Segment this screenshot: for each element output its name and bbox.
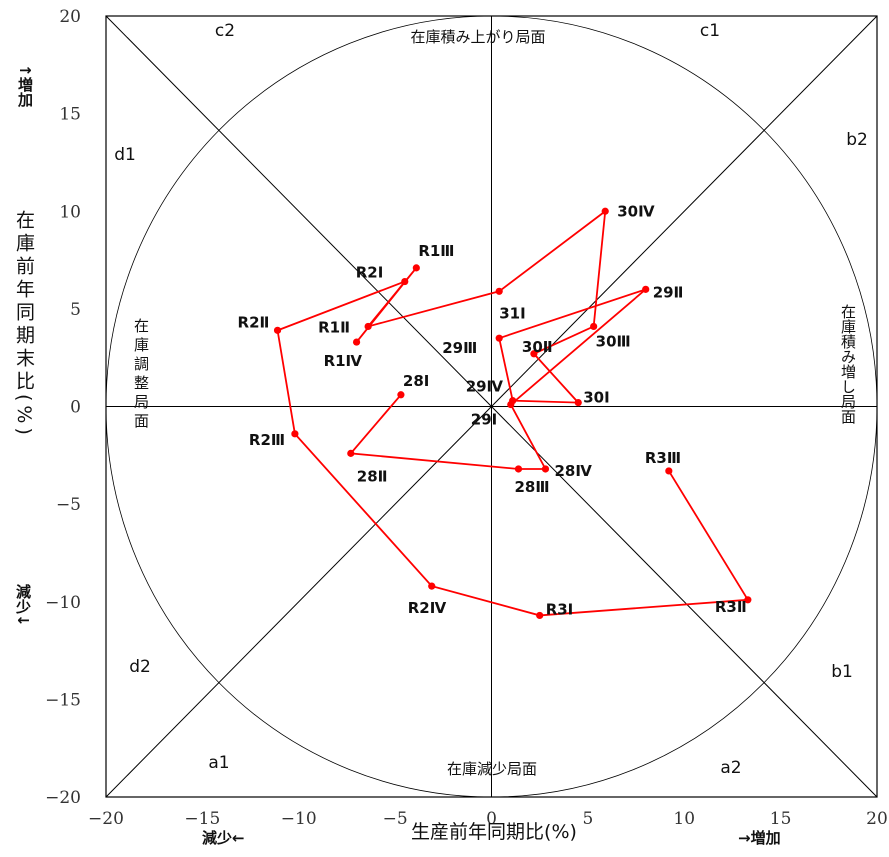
point-label: R1Ⅳ bbox=[324, 352, 363, 370]
y-tick-label: 0 bbox=[70, 398, 81, 418]
data-point bbox=[273, 326, 282, 334]
point-label: 29Ⅲ bbox=[442, 339, 477, 357]
data-point bbox=[574, 398, 582, 407]
point-label: 28Ⅳ bbox=[554, 462, 592, 480]
x-direction-right: →増加 bbox=[738, 829, 781, 847]
phase-label-top: 在庫積み上がり局面 bbox=[410, 28, 545, 46]
data-point bbox=[428, 582, 436, 590]
x-tick-label: −5 bbox=[383, 809, 408, 829]
tick-labels: −20 −15 −10 −5 0 5 10 15 20 20 15 10 5 0 −5 −10 −15 −20 bbox=[45, 7, 888, 829]
y-tick-label: −5 bbox=[56, 495, 81, 515]
data-point bbox=[744, 596, 752, 604]
zone-label-b2: b2 bbox=[846, 130, 868, 150]
x-tick-label: −10 bbox=[281, 809, 317, 829]
point-label: 29Ⅱ bbox=[653, 283, 684, 301]
phase-label-right: 在庫積み増し局面 bbox=[839, 304, 857, 424]
y-tick-label: −10 bbox=[45, 593, 81, 613]
y-tick-label: −20 bbox=[45, 788, 81, 808]
data-point bbox=[291, 430, 299, 438]
data-point bbox=[590, 322, 598, 331]
x-direction-left: 減少← bbox=[202, 829, 245, 847]
x-tick-label: 15 bbox=[770, 809, 792, 829]
zone-label-c1: c1 bbox=[700, 21, 720, 41]
point-label: 28Ⅰ bbox=[403, 372, 429, 390]
reference-circle bbox=[105, 15, 878, 798]
point-label: R2Ⅲ bbox=[249, 431, 285, 449]
zone-label-a2: a2 bbox=[720, 758, 741, 778]
point-label: 29Ⅰ bbox=[471, 411, 497, 429]
y-direction-down: 減少↓ bbox=[14, 584, 32, 627]
zone-label-d1: d1 bbox=[114, 145, 136, 165]
point-label: 31Ⅰ bbox=[499, 304, 525, 322]
data-point bbox=[509, 397, 517, 405]
x-tick-label: 0 bbox=[486, 809, 497, 829]
guide-lines bbox=[105, 15, 878, 798]
y-tick-label: −15 bbox=[45, 690, 81, 710]
point-label: R2Ⅳ bbox=[408, 599, 447, 617]
point-labels: 28Ⅰ 28Ⅱ 28Ⅲ 28Ⅳ 29Ⅰ 29Ⅱ 29Ⅲ 29Ⅳ 30Ⅰ 30Ⅱ 30Ⅲ 30Ⅳ 31Ⅰ R… bbox=[238, 202, 747, 618]
y-axis-title: 在庫前年同期末比(%) bbox=[13, 210, 35, 439]
x-tick-label: 20 bbox=[866, 809, 888, 829]
data-point bbox=[401, 277, 409, 286]
y-tick-label: 10 bbox=[59, 202, 81, 222]
series-path bbox=[276, 209, 750, 617]
data-point bbox=[347, 449, 355, 457]
point-label: R3Ⅲ bbox=[645, 449, 681, 467]
y-tick-label: 20 bbox=[59, 7, 81, 27]
data-points bbox=[273, 207, 752, 620]
point-label: R2Ⅰ bbox=[356, 264, 384, 282]
data-point bbox=[364, 322, 372, 331]
x-tick-label: 10 bbox=[673, 809, 695, 829]
data-point bbox=[601, 207, 609, 215]
data-point bbox=[397, 391, 405, 399]
x-tick-label: −15 bbox=[184, 809, 220, 829]
x-tick-label: 5 bbox=[582, 809, 593, 829]
point-label: 28Ⅱ bbox=[357, 467, 388, 485]
diagonal-line-ascending bbox=[105, 15, 878, 798]
data-point bbox=[495, 287, 503, 295]
data-point bbox=[642, 285, 650, 293]
zone-label-d2: d2 bbox=[129, 657, 151, 677]
data-point bbox=[495, 334, 503, 342]
point-label: 30Ⅲ bbox=[596, 332, 631, 350]
x-axis-title: 生産前年同期比(%) bbox=[411, 821, 577, 843]
data-point bbox=[665, 467, 673, 475]
zone-label-b1: b1 bbox=[831, 662, 853, 682]
point-label: R3Ⅱ bbox=[715, 598, 747, 616]
y-tick-label: 5 bbox=[70, 300, 81, 320]
data-point bbox=[530, 350, 538, 358]
y-direction-up: ↑増加 bbox=[16, 64, 34, 108]
point-label: 29Ⅳ bbox=[466, 378, 504, 396]
data-point bbox=[412, 264, 420, 272]
zone-label-a1: a1 bbox=[208, 753, 229, 773]
phase-label-bottom: 在庫減少局面 bbox=[447, 760, 537, 778]
zone-label-c2: c2 bbox=[215, 21, 235, 41]
x-tick-label: −20 bbox=[88, 809, 124, 829]
y-tick-label: 15 bbox=[59, 105, 81, 125]
point-label: R2Ⅱ bbox=[238, 313, 270, 331]
data-point bbox=[536, 611, 544, 620]
point-label: R1Ⅲ bbox=[418, 242, 454, 260]
data-point bbox=[514, 465, 523, 473]
point-label: 30Ⅰ bbox=[583, 389, 609, 407]
point-label: 28Ⅲ bbox=[514, 478, 549, 496]
series-line bbox=[276, 209, 750, 617]
point-label: R3Ⅰ bbox=[546, 600, 574, 618]
point-label: 30Ⅱ bbox=[522, 338, 553, 356]
data-point bbox=[352, 338, 361, 346]
point-label: 30Ⅳ bbox=[617, 202, 655, 220]
data-point bbox=[541, 465, 550, 473]
phase-label-left: 在庫調整局面 bbox=[132, 318, 150, 432]
point-label: R1Ⅱ bbox=[318, 318, 350, 336]
